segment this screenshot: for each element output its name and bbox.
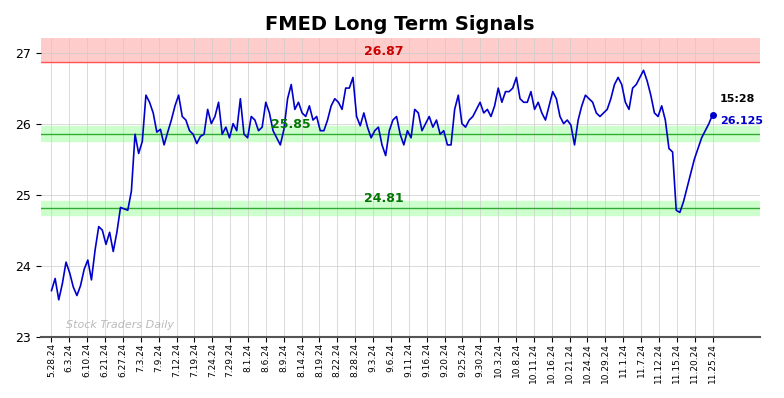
Text: Stock Traders Daily: Stock Traders Daily [66, 320, 174, 330]
Title: FMED Long Term Signals: FMED Long Term Signals [266, 15, 535, 34]
Bar [41, 201, 760, 215]
Text: 25.85: 25.85 [271, 118, 310, 131]
Text: 15:28: 15:28 [720, 94, 755, 104]
Text: 26.87: 26.87 [364, 45, 404, 58]
Bar [41, 35, 760, 62]
Bar [41, 127, 760, 140]
Text: 24.81: 24.81 [364, 191, 404, 205]
Text: 26.125: 26.125 [720, 116, 763, 126]
